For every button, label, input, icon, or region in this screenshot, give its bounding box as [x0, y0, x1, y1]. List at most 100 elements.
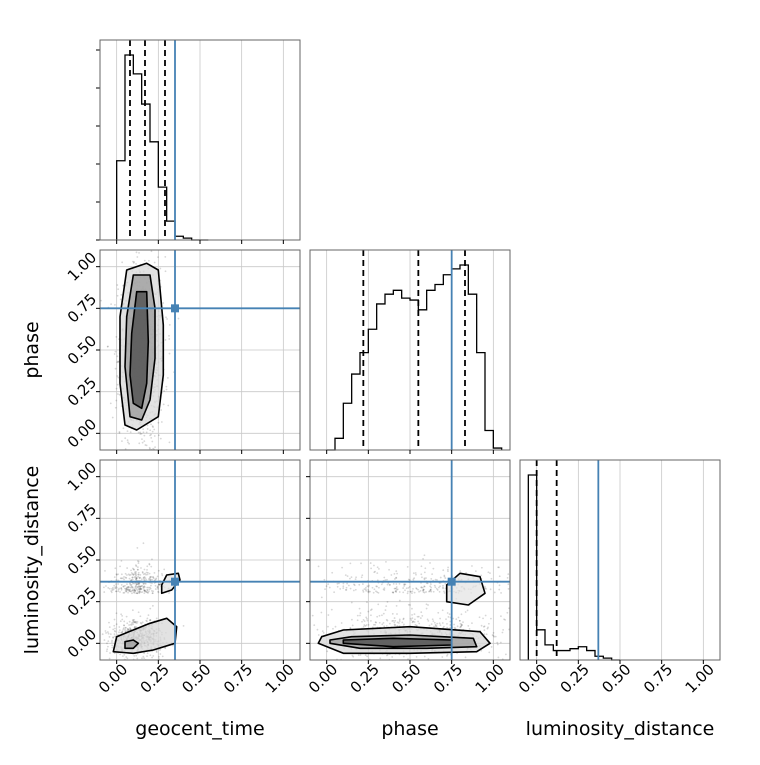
sample-point — [409, 604, 411, 606]
sample-point — [426, 582, 429, 585]
sample-point — [136, 560, 139, 562]
sample-point — [128, 586, 130, 588]
sample-point — [112, 586, 114, 589]
sample-point — [143, 657, 146, 660]
sample-point — [492, 631, 495, 634]
sample-point — [359, 614, 361, 617]
sample-point — [113, 584, 116, 587]
sample-point — [143, 434, 146, 437]
hist-panel-geocent_time — [96, 39, 301, 244]
sample-point — [132, 260, 134, 263]
sample-point — [485, 588, 487, 590]
sample-point — [142, 586, 145, 589]
sample-point — [139, 585, 142, 588]
sample-point — [378, 586, 380, 589]
sample-point — [120, 584, 123, 586]
sample-point — [405, 587, 408, 590]
sample-point — [420, 611, 423, 614]
sample-point — [415, 588, 418, 590]
sample-point — [131, 576, 134, 579]
sample-point — [336, 585, 339, 588]
sample-point — [381, 623, 384, 626]
sample-point — [131, 589, 134, 591]
sample-point — [143, 652, 146, 655]
sample-point — [489, 588, 492, 591]
sample-point — [151, 430, 154, 433]
sample-point — [127, 628, 130, 631]
sample-point — [129, 586, 132, 589]
sample-point — [125, 577, 128, 579]
sample-point — [460, 613, 463, 616]
sample-point — [118, 626, 121, 628]
sample-point — [500, 615, 502, 618]
sample-point — [496, 643, 499, 646]
sample-point — [490, 646, 493, 648]
sample-point — [459, 626, 462, 629]
sample-point — [124, 628, 126, 631]
sample-point — [365, 616, 368, 619]
sample-point — [126, 586, 129, 589]
sample-point — [349, 627, 352, 630]
sample-point — [135, 583, 138, 586]
sample-point — [429, 562, 431, 564]
sample-point — [129, 628, 132, 631]
sample-point — [453, 623, 456, 626]
sample-point — [128, 577, 131, 580]
sample-point — [333, 591, 336, 594]
sample-point — [427, 619, 430, 622]
sample-point — [382, 621, 385, 624]
sample-point — [149, 619, 152, 622]
sample-point — [131, 589, 134, 592]
sample-point — [177, 317, 180, 320]
sample-point — [115, 586, 118, 589]
sample-point — [136, 592, 138, 595]
sample-point — [128, 590, 131, 592]
sample-point — [135, 592, 138, 594]
sample-point — [135, 578, 137, 581]
sample-point — [151, 425, 154, 428]
sample-point — [452, 617, 455, 620]
sample-point — [122, 592, 125, 594]
sample-point — [131, 585, 134, 588]
sample-point — [395, 577, 398, 579]
sample-point — [143, 592, 146, 595]
sample-point — [135, 574, 138, 577]
sample-point — [168, 338, 171, 340]
sample-point — [126, 439, 129, 442]
sample-point — [139, 591, 142, 594]
sample-point — [394, 590, 397, 593]
sample-point — [117, 590, 120, 593]
sample-point — [322, 631, 325, 634]
sample-point — [122, 585, 125, 588]
sample-point — [143, 589, 146, 592]
sample-point — [396, 621, 399, 624]
sample-point — [402, 591, 405, 594]
sample-point — [415, 573, 417, 576]
sample-point — [119, 298, 122, 301]
sample-point — [483, 625, 486, 628]
sample-point — [128, 442, 130, 445]
sample-point — [163, 568, 166, 571]
sample-point — [135, 576, 138, 579]
sample-point — [423, 578, 426, 581]
sample-point — [142, 573, 145, 576]
sample-point — [135, 626, 138, 628]
sample-point — [130, 583, 133, 586]
sample-point — [456, 625, 459, 628]
sample-point — [124, 572, 127, 575]
sample-point — [344, 574, 347, 577]
sample-point — [354, 578, 357, 581]
y-axis-label-phase: phase — [21, 321, 43, 378]
sample-point — [420, 573, 423, 576]
sample-point — [114, 630, 117, 633]
sample-point — [152, 576, 154, 579]
sample-point — [106, 648, 109, 651]
sample-point — [402, 655, 405, 658]
sample-point — [132, 623, 135, 626]
sample-point — [446, 655, 448, 657]
sample-point — [126, 583, 128, 586]
sample-point — [132, 591, 135, 594]
sample-point — [132, 573, 135, 576]
sample-point — [137, 588, 140, 590]
sample-point — [121, 440, 123, 442]
